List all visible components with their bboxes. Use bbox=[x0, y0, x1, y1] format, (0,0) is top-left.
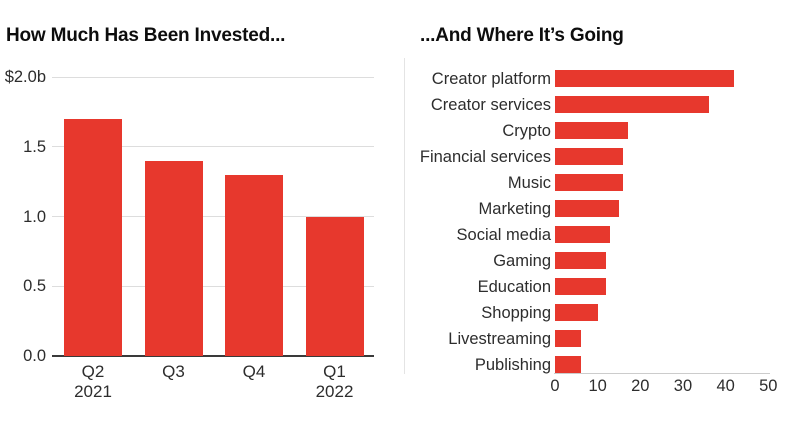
x-axis-baseline bbox=[52, 355, 374, 357]
bar-q2-2021 bbox=[64, 118, 122, 356]
x-tick-label-0: 0 bbox=[550, 377, 560, 395]
bar-marketing bbox=[555, 199, 619, 218]
gridline-1.5 bbox=[52, 146, 374, 148]
category-label-marketing: Marketing bbox=[478, 199, 551, 218]
x-tick-label-20: 20 bbox=[631, 377, 650, 395]
y-tick-label-0-5: 0.5 bbox=[23, 277, 46, 296]
x-category-label-q2-2021: Q2 2021 bbox=[57, 362, 129, 402]
category-label-social-media: Social media bbox=[456, 225, 551, 244]
bar-gaming bbox=[555, 251, 607, 270]
x-category-line: Q4 bbox=[242, 362, 266, 381]
category-label-gaming: Gaming bbox=[493, 251, 551, 270]
x-axis-line bbox=[554, 373, 771, 374]
category-label-education: Education bbox=[477, 277, 551, 296]
bar-social-media bbox=[555, 225, 611, 244]
bar-music bbox=[555, 173, 624, 192]
bar-creator-services bbox=[555, 95, 709, 114]
x-category-line: 2021 bbox=[74, 382, 112, 401]
category-label-shopping: Shopping bbox=[481, 303, 551, 322]
right-chart-title: ...And Where It’s Going bbox=[420, 25, 624, 46]
x-tick-label-40: 40 bbox=[716, 377, 735, 395]
bar-shopping bbox=[555, 303, 598, 322]
x-category-line: 2022 bbox=[315, 382, 354, 401]
bar-publishing bbox=[555, 355, 581, 374]
bar-q4 bbox=[225, 174, 283, 356]
x-category-line: Q2 bbox=[81, 362, 105, 381]
category-label-crypto: Crypto bbox=[502, 121, 551, 140]
bar-education bbox=[555, 277, 607, 296]
gridline-1.0 bbox=[52, 216, 374, 217]
category-label-creator-services: Creator services bbox=[430, 95, 551, 114]
left-chart-title: How Much Has Been Invested... bbox=[6, 25, 286, 46]
x-category-line: Q3 bbox=[162, 362, 185, 381]
x-tick-label-30: 30 bbox=[673, 377, 693, 395]
x-category-label-q3: Q3 bbox=[138, 362, 210, 382]
bar-financial-services bbox=[555, 147, 624, 166]
y-tick-label-1-0: 1.0 bbox=[23, 207, 46, 226]
x-tick-label-10: 10 bbox=[588, 377, 607, 395]
x-category-label-q1-2022: Q1 2022 bbox=[299, 362, 371, 402]
x-category-label-q4: Q4 bbox=[218, 362, 290, 382]
bar-creator-platform bbox=[555, 69, 735, 88]
y-tick-label-0-0: 0.0 bbox=[23, 347, 46, 365]
x-tick-label-50: 50 bbox=[759, 377, 778, 395]
bar-q1-2022 bbox=[305, 216, 364, 356]
category-label-creator-platform: Creator platform bbox=[431, 69, 551, 88]
bar-q3 bbox=[144, 160, 203, 356]
gridline-2.0 bbox=[52, 76, 374, 78]
bar-livestreaming bbox=[555, 329, 581, 348]
category-label-music: Music bbox=[507, 173, 551, 192]
gridline-0.5 bbox=[52, 285, 374, 287]
bar-crypto bbox=[555, 121, 628, 140]
y-tick-label-1-5: 1.5 bbox=[23, 137, 46, 156]
y-tick-label-2-0b: $2.0b bbox=[4, 68, 46, 86]
category-label-publishing: Publishing bbox=[474, 355, 551, 374]
category-label-livestreaming: Livestreaming bbox=[448, 329, 551, 348]
category-label-financial-services: Financial services bbox=[419, 147, 551, 166]
panel-divider bbox=[404, 58, 405, 374]
x-category-line: Q1 bbox=[323, 362, 346, 381]
